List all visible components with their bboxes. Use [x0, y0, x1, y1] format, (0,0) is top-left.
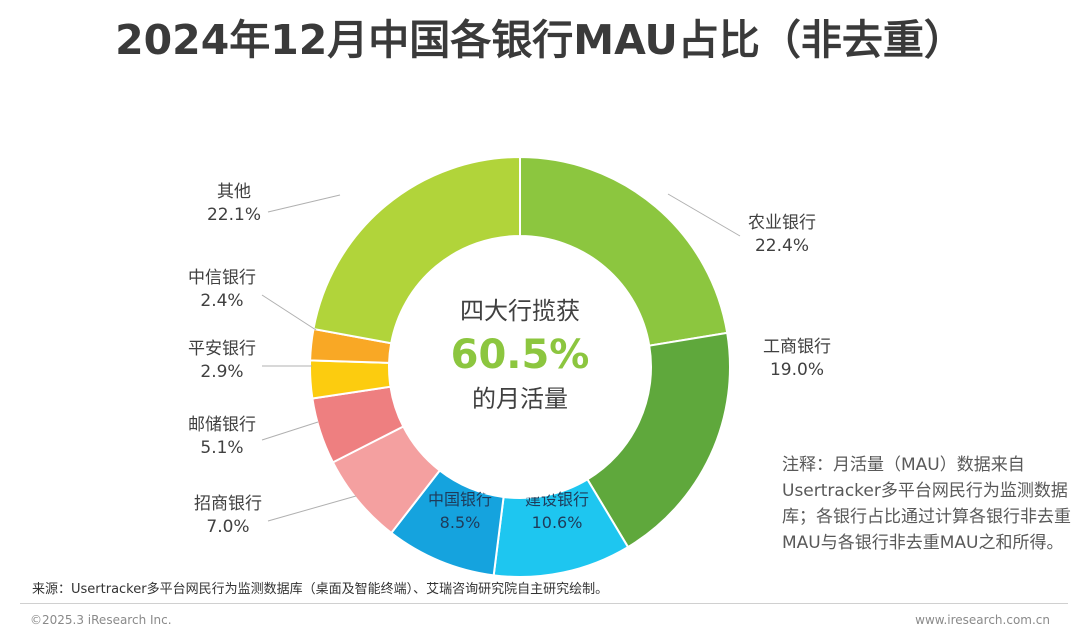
leader-line [667, 193, 741, 237]
center-caption-bottom: 的月活量 [472, 385, 568, 413]
slice-label-name: 中信银行 [188, 268, 256, 288]
slice-label-value: 2.4% [200, 291, 243, 311]
slice-label-name: 工商银行 [763, 337, 831, 357]
donut-hole [389, 236, 651, 498]
slice-label-value: 22.1% [207, 205, 261, 225]
slice-label-name: 平安银行 [188, 339, 256, 359]
leader-line [267, 495, 357, 522]
leader-line [261, 294, 317, 331]
slice-label-name: 其他 [217, 182, 251, 202]
slice-labels: 农业银行22.4%工商银行19.0%建设银行10.6%中国银行8.5%招商银行7… [188, 182, 831, 537]
slice-label-value: 8.5% [440, 513, 481, 532]
center-value: 60.5% [451, 332, 590, 378]
source-text: 来源：Usertracker多平台网民行为监测数据库（桌面及智能终端）、艾瑞咨询… [32, 582, 609, 597]
donut-chart: 农业银行22.4%工商银行19.0%建设银行10.6%中国银行8.5%招商银行7… [188, 155, 831, 578]
slice-label-value: 19.0% [770, 360, 824, 380]
leader-line [261, 421, 319, 441]
center-caption-top: 四大行揽获 [460, 297, 580, 325]
chart-title: 2024年12月中国各银行MAU占比（非去重） [115, 16, 965, 64]
slice-label-value: 22.4% [755, 236, 809, 256]
slice-label-name: 农业银行 [748, 213, 816, 233]
leader-line [267, 194, 341, 213]
slice-label-value: 7.0% [206, 517, 249, 537]
slice-label-name: 邮储银行 [188, 415, 256, 435]
site-url: www.iresearch.com.cn [915, 613, 1050, 627]
slice-label-value: 5.1% [200, 438, 243, 458]
footer-divider [20, 603, 1068, 604]
leader-lines [261, 193, 741, 522]
slice-label-value: 10.6% [532, 513, 583, 532]
slice-label-value: 2.9% [200, 362, 243, 382]
slice-label-name: 中国银行 [428, 490, 492, 509]
donut-slices [309, 155, 731, 578]
copyright: ©2025.3 iResearch Inc. [30, 613, 172, 627]
footnote: 注释：月活量（MAU）数据来自Usertracker多平台网民行为监测数据库；各… [782, 455, 1071, 553]
slice-label-name: 招商银行 [194, 494, 262, 514]
